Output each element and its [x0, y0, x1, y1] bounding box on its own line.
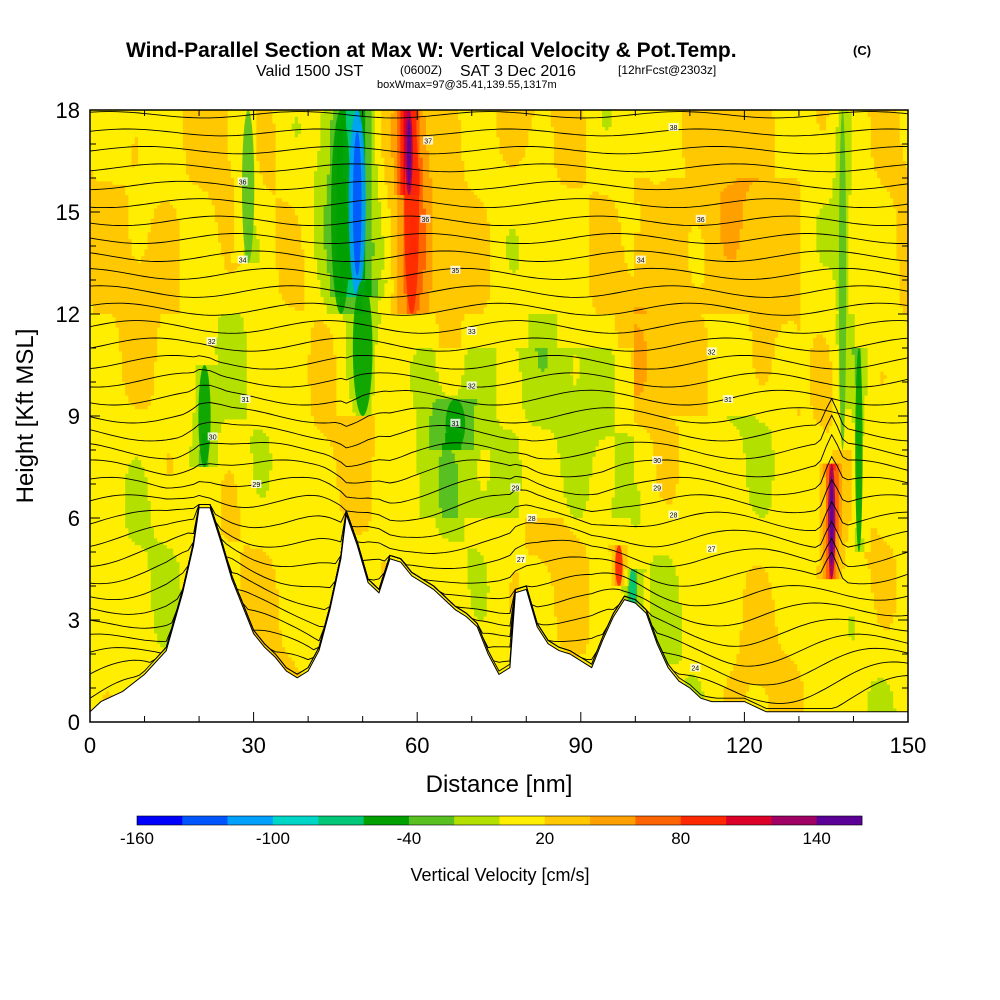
colorbar-swatch — [228, 816, 274, 825]
isentrope-label: 36 — [420, 215, 430, 224]
velocity-feature-core — [353, 132, 362, 276]
isentrope-label: 28 — [669, 511, 679, 520]
colorbar-swatch — [590, 816, 636, 825]
x-tick-label: 90 — [569, 733, 593, 758]
colorbar-swatch — [545, 816, 591, 825]
valid-prefix: Valid 1500 JST — [256, 63, 364, 80]
velocity-feature — [242, 110, 254, 263]
chart-title-mark: (C) — [853, 43, 871, 58]
colorbar-swatch — [726, 816, 772, 825]
forecast-tag: [12hrFcst@2303z] — [618, 63, 716, 77]
colorbar-label: Vertical Velocity [cm/s] — [410, 865, 589, 885]
colorbar-tick-label: 80 — [671, 829, 690, 848]
colorbar-swatch — [409, 816, 455, 825]
velocity-feature — [839, 110, 846, 450]
y-tick-label: 6 — [68, 506, 80, 531]
isentrope-label: 29 — [510, 483, 520, 492]
isentrope-label: 29 — [251, 480, 261, 489]
y-tick-label: 9 — [68, 404, 80, 429]
valid-date: SAT 3 Dec 2016 — [460, 63, 576, 80]
isentrope-label: 35 — [450, 266, 460, 275]
x-tick-label: 0 — [84, 733, 96, 758]
isentrope-label: 36 — [238, 177, 248, 186]
colorbar-swatch — [500, 816, 546, 825]
y-tick-label: 12 — [56, 302, 80, 327]
isentrope-label: 27 — [707, 545, 717, 554]
chart-title: Wind-Parallel Section at Max W: Vertical… — [126, 39, 737, 62]
box-info: boxWmax=97@35.41,139.55,1317m — [377, 79, 557, 91]
isentrope-label: 33 — [467, 327, 477, 336]
colorbar-swatch — [273, 816, 319, 825]
y-tick-label: 3 — [68, 608, 80, 633]
x-tick-label: 60 — [405, 733, 429, 758]
x-tick-label: 30 — [241, 733, 265, 758]
isentrope-label: 30 — [208, 432, 218, 441]
colorbar: -160 -100 -40 20 80 140 — [120, 816, 862, 848]
isentrope-label: 29 — [652, 483, 662, 492]
velocity-feature — [331, 110, 351, 314]
colorbar-swatch — [681, 816, 727, 825]
x-tick-label: 120 — [726, 733, 763, 758]
colorbar-swatch — [137, 816, 183, 825]
y-tick-label: 15 — [56, 200, 80, 225]
isentrope-label: 28 — [527, 514, 537, 523]
isentrope-label: 34 — [636, 256, 646, 265]
isentrope-label: 32 — [707, 347, 717, 356]
colorbar-swatch — [635, 816, 681, 825]
isentrope-label: 27 — [516, 555, 526, 564]
colorbar-swatch — [817, 816, 863, 825]
colorbar-tick-label: 140 — [803, 829, 831, 848]
isentrope-label: 34 — [238, 256, 248, 265]
isentrope-label: 31 — [450, 419, 460, 428]
colorbar-swatch — [318, 816, 364, 825]
colorbar-tick-label: -100 — [256, 829, 290, 848]
velocity-feature — [198, 365, 210, 467]
isentrope-label: 31 — [240, 395, 250, 404]
isentrope-label: 32 — [207, 337, 217, 346]
colorbar-swatch — [182, 816, 228, 825]
isentrope-label: 38 — [669, 123, 679, 132]
isentrope-label: 31 — [723, 395, 733, 404]
y-tick-label: 0 — [68, 710, 80, 735]
colorbar-tick-label: 20 — [535, 829, 554, 848]
colorbar-tick-label: -160 — [120, 829, 154, 848]
y-axis-label: Height [Kft MSL] — [12, 329, 39, 504]
isentrope-label: 24 — [690, 664, 700, 673]
x-tick-label: 150 — [890, 733, 927, 758]
y-tick-label: 18 — [56, 98, 80, 123]
valid-utc: (0600Z) — [400, 63, 442, 77]
isentrope-label: 32 — [467, 381, 477, 390]
x-axis-label: Distance [nm] — [426, 771, 573, 798]
chart: Wind-Parallel Section at Max W: Vertical… — [0, 0, 1000, 1000]
colorbar-tick-label: -40 — [397, 829, 422, 848]
isentrope-label: 37 — [423, 137, 433, 146]
colorbar-swatch — [454, 816, 500, 825]
colorbar-swatch — [364, 816, 410, 825]
isentrope-label: 36 — [696, 215, 706, 224]
isentrope-label: 30 — [652, 456, 662, 465]
colorbar-swatch — [771, 816, 817, 825]
